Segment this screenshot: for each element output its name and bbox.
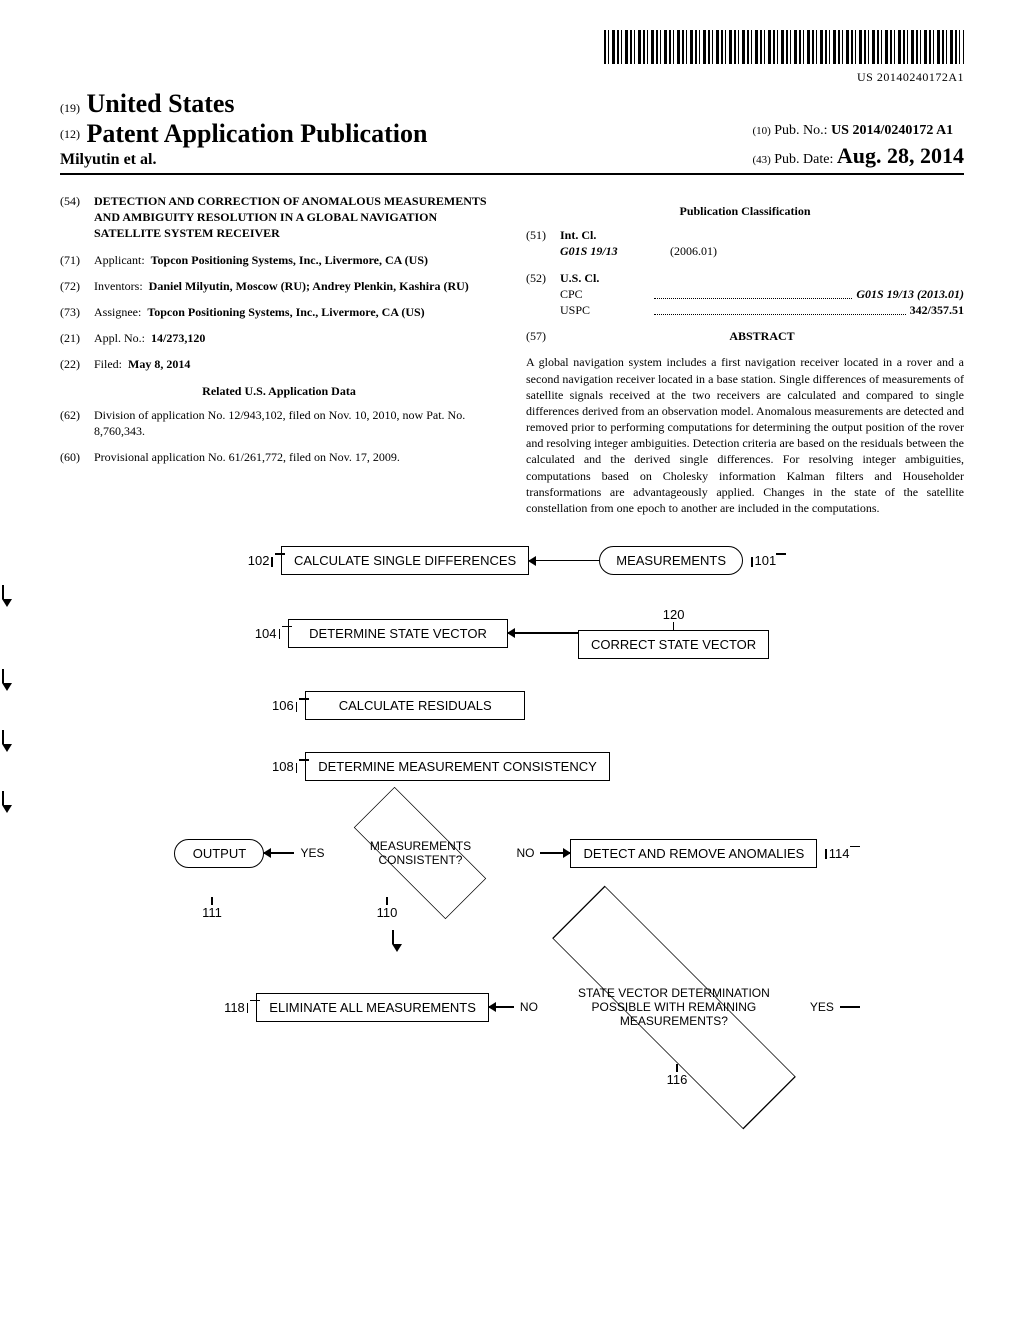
ref-114: 114 <box>823 846 849 861</box>
f21-code: (21) <box>60 330 94 346</box>
ref-108: 108 <box>272 759 299 774</box>
ref-120: 120 <box>578 607 769 622</box>
f22-code: (22) <box>60 356 94 372</box>
f71-label: Applicant: <box>94 252 145 268</box>
node-calculate-single-differences: CALCULATE SINGLE DIFFERENCES <box>281 546 529 575</box>
f62-body: Division of application No. 12/943,102, … <box>94 407 498 439</box>
intcl-label: Int. Cl. <box>560 228 596 242</box>
country-prefix: (19) <box>60 101 80 115</box>
f57-code: (57) <box>526 328 560 344</box>
classification-header: Publication Classification <box>526 203 964 219</box>
pubno-prefix: (10) <box>752 125 770 137</box>
f73-code: (73) <box>60 304 94 320</box>
barcode-region: US 20140240172A1 <box>60 30 964 85</box>
ref-110: 110 <box>357 905 417 920</box>
uspc-label: USPC <box>560 302 650 318</box>
f72-label: Inventors: <box>94 278 143 294</box>
uscl-label: U.S. Cl. <box>560 271 599 285</box>
f62-code: (62) <box>60 407 94 439</box>
filed-value: May 8, 2014 <box>128 357 190 371</box>
publication-title: Patent Application Publication <box>87 119 428 148</box>
f54-code: (54) <box>60 193 94 242</box>
left-column: (54) DETECTION AND CORRECTION OF ANOMALO… <box>60 193 498 516</box>
edge-no-116: NO <box>514 1000 544 1014</box>
pub-prefix: (12) <box>60 127 80 141</box>
f22-label: Filed: <box>94 356 122 372</box>
node-calculate-residuals: CALCULATE RESIDUALS <box>305 691 525 720</box>
related-data-header: Related U.S. Application Data <box>60 383 498 399</box>
f73-label: Assignee: <box>94 304 141 320</box>
node-measurements: MEASUREMENTS <box>599 546 743 575</box>
barcode-number: US 20140240172A1 <box>60 70 964 85</box>
node-eliminate-all: ELIMINATE ALL MEASUREMENTS <box>256 993 489 1022</box>
edge-yes-116: YES <box>804 1000 840 1014</box>
applno-value: 14/273,120 <box>151 331 205 345</box>
f60-code: (60) <box>60 449 94 465</box>
right-column: Publication Classification (51) Int. Cl.… <box>526 193 964 516</box>
flowchart-figure: 102 CALCULATE SINGLE DIFFERENCES MEASURE… <box>152 546 872 1087</box>
ref-106: 106 <box>272 698 299 713</box>
intcl-date: (2006.01) <box>670 243 717 259</box>
barcode-graphic <box>604 30 964 64</box>
abstract-label: ABSTRACT <box>729 329 794 343</box>
inventors-value: Daniel Milyutin, Moscow (RU); Andrey Ple… <box>149 279 469 293</box>
f72-code: (72) <box>60 278 94 294</box>
applicant-value: Topcon Positioning Systems, Inc., Liverm… <box>151 253 428 267</box>
invention-title: DETECTION AND CORRECTION OF ANOMALOUS ME… <box>94 193 498 242</box>
node-measurements-consistent: MEASUREMENTS CONSISTENT? <box>330 813 510 893</box>
abstract-text: A global navigation system includes a fi… <box>526 354 964 516</box>
ref-104: 104 <box>255 626 282 641</box>
ref-118: 118 <box>224 1000 250 1015</box>
cpc-label: CPC <box>560 286 650 302</box>
f51-code: (51) <box>526 227 560 259</box>
node-determine-consistency: DETERMINE MEASUREMENT CONSISTENCY <box>305 752 610 781</box>
uspc-value: 342/357.51 <box>910 302 964 318</box>
node-state-vector-possible: STATE VECTOR DETERMINATION POSSIBLE WITH… <box>544 952 804 1062</box>
dotted-leader <box>654 299 906 315</box>
pubdate-value: Aug. 28, 2014 <box>837 143 964 168</box>
pubdate-prefix: (43) <box>752 154 770 166</box>
bibliographic-columns: (54) DETECTION AND CORRECTION OF ANOMALO… <box>60 193 964 516</box>
intcl-class: G01S 19/13 <box>560 244 618 258</box>
ref-102: 102 <box>248 553 275 568</box>
ref-116: 116 <box>647 1072 707 1087</box>
f60-body: Provisional application No. 61/261,772, … <box>94 449 498 465</box>
node-determine-state-vector: DETERMINE STATE VECTOR <box>288 619 508 648</box>
node-detect-remove-anomalies: DETECT AND REMOVE ANOMALIES <box>570 839 817 868</box>
author-line: Milyutin et al. <box>60 151 427 169</box>
ref-111: 111 <box>182 905 242 920</box>
document-header: (19) United States (12) Patent Applicati… <box>60 89 964 175</box>
node-output: OUTPUT <box>174 839 264 868</box>
ref-101: 101 <box>749 553 776 568</box>
pubdate-label: Pub. Date: <box>774 152 833 167</box>
edge-no-110: NO <box>510 846 540 860</box>
country-name: United States <box>87 89 235 118</box>
f71-code: (71) <box>60 252 94 268</box>
pubno-value: US 2014/0240172 A1 <box>831 123 953 138</box>
pubno-label: Pub. No.: <box>774 123 827 138</box>
edge-yes-110: YES <box>294 846 330 860</box>
node-correct-state-vector: CORRECT STATE VECTOR <box>578 630 769 659</box>
assignee-value: Topcon Positioning Systems, Inc., Liverm… <box>147 305 424 319</box>
dotted-leader <box>654 283 852 299</box>
f21-label: Appl. No.: <box>94 330 145 346</box>
f52-code: (52) <box>526 270 560 319</box>
